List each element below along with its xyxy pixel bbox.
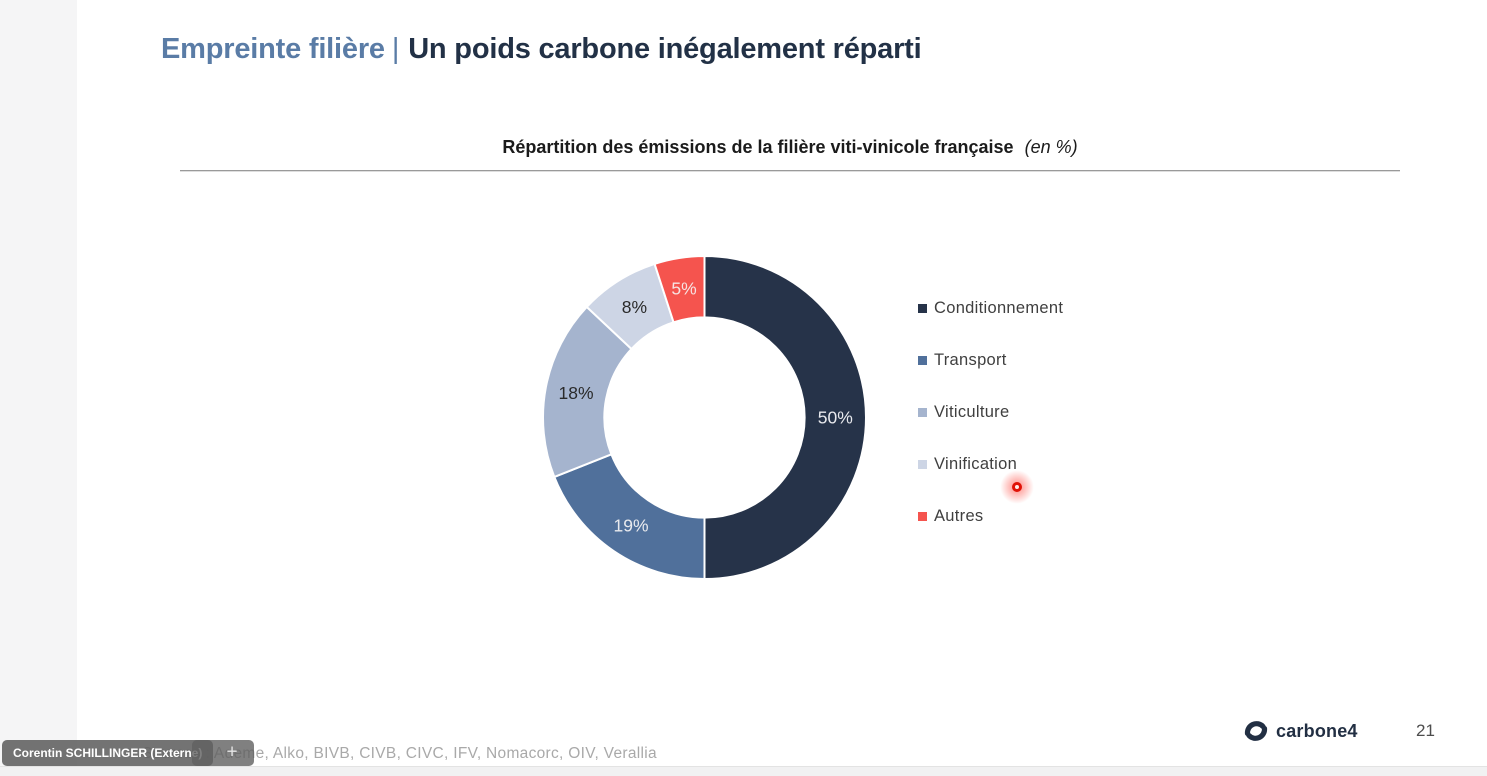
chart-legend: Conditionnement Transport Viticulture Vinif… — [918, 299, 1063, 525]
donut-slice-autres — [653, 254, 706, 324]
page-title-highlight: Empreinte filière — [161, 33, 385, 65]
legend-label: Vinification — [934, 454, 1018, 473]
plus-icon: + — [226, 741, 238, 763]
legend-label: Conditionnement — [934, 298, 1064, 317]
chart-title: Répartition des émissions de la filière … — [180, 137, 1400, 158]
chart-title-unit: (en %) — [1024, 137, 1078, 157]
page-title: Empreinte filière | Un poids carbone inéga… — [161, 33, 922, 66]
page-title-separator: | — [391, 33, 400, 65]
legend-label: Transport — [934, 350, 1007, 369]
slice-label-viticulture: 18% — [558, 383, 593, 403]
donut-slice-conditionnement — [703, 254, 867, 581]
legend-swatch-icon — [918, 459, 927, 469]
bottom-strip — [0, 766, 1487, 776]
presence-name-tag: Corentin SCHILLINGER (Externe) — [2, 740, 214, 766]
page-number: 21 — [1416, 721, 1435, 740]
legend-item-viticulture: Viticulture — [918, 403, 1063, 421]
donut-chart: 50% 19% 18% 8% 5% — [542, 254, 867, 581]
legend-swatch-icon — [918, 407, 927, 417]
slice-label-transport: 19% — [613, 516, 648, 536]
legend-item-conditionnement: Conditionnement — [918, 299, 1063, 317]
legend-label: Autres — [934, 506, 984, 525]
cursor-plus-badge[interactable]: + — [192, 740, 254, 766]
legend-swatch-icon — [918, 511, 927, 521]
chart-title-main: Répartition des émissions de la filière … — [502, 137, 1014, 157]
slice-label-vinification: 8% — [622, 297, 647, 317]
legend-label: Viticulture — [934, 402, 1010, 421]
page-title-rest: Un poids carbone inégalement réparti — [408, 33, 922, 65]
legend-swatch-icon — [918, 355, 927, 365]
slice-label-autres: 5% — [671, 278, 696, 298]
left-panel — [0, 0, 77, 766]
legend-item-transport: Transport — [918, 351, 1063, 369]
sources-text: Sources : Ademe, Alko, BIVB, CIVB, CIVC,… — [142, 745, 657, 762]
carbone4-logo: carbone4 — [1243, 719, 1358, 743]
legend-item-autres: Autres — [918, 507, 1063, 525]
carbone4-logo-text: carbone4 — [1276, 720, 1358, 741]
legend-item-vinification: Vinification — [918, 455, 1063, 473]
slice-label-conditionnement: 50% — [818, 408, 853, 428]
legend-swatch-icon — [918, 303, 927, 313]
divider-line — [180, 170, 1400, 172]
carbone4-logo-icon — [1244, 721, 1268, 741]
